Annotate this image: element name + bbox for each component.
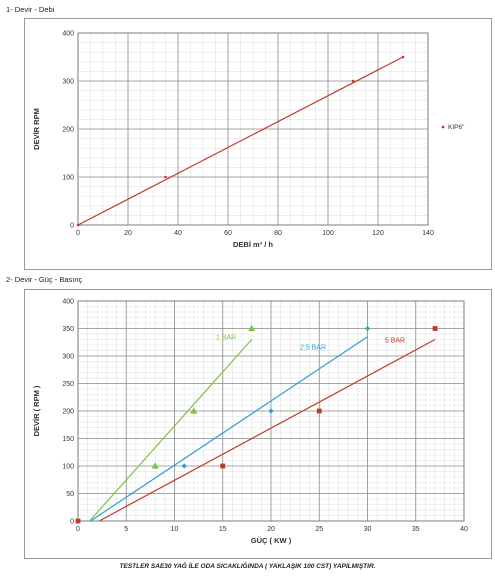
chart1-ytick-label: 0: [70, 223, 74, 230]
chart2-series-0-trendline: [89, 339, 253, 522]
chart2-ytick-label: 100: [62, 464, 74, 471]
chart1-xtick-label: 0: [76, 230, 80, 237]
chart1-x-axis-title: DEBİ m³ / h: [233, 240, 273, 249]
chart2-xtick-label: 10: [171, 526, 179, 533]
chart2-xtick-label: 5: [124, 526, 128, 533]
chart1-series-0-point: [164, 175, 167, 179]
chart1-xtick-label: 120: [372, 230, 384, 237]
chart2-ytick-label: 200: [62, 409, 74, 416]
chart2-series-1-label: 2,5 BAR: [300, 344, 326, 351]
chart2-series-1-trendline: [90, 336, 368, 522]
chart1-xtick-label: 140: [422, 230, 434, 237]
chart2-series-2-point: [316, 408, 322, 414]
chart2-ytick-label: 150: [62, 436, 74, 443]
chart1-legend-label: KIP6": [448, 124, 465, 131]
footer-note: TESTLER SAE30 YAĞ İLE ODA SICAKLIĞINDA (…: [119, 563, 376, 570]
chart2-frame: 0 5 10 15 20 25 30 35 40 0 50 100 150 200 250 300 350 400…: [24, 289, 492, 559]
chart1-series-0-point: [351, 79, 355, 83]
chart1-ytick-label: 200: [62, 127, 74, 134]
chart2-y-axis-title: DEVİR ( RPM ): [32, 385, 41, 436]
chart2-series-2-label: 5 BAR: [385, 337, 405, 344]
chart1-series-0-trendline: [77, 56, 404, 226]
chart2-plot-area: [77, 300, 465, 522]
chart2-ytick-label: 250: [62, 381, 74, 388]
chart1-xtick-label: 80: [274, 230, 282, 237]
chart2-series-1-point: [268, 408, 274, 414]
chart1-ytick-label: 100: [62, 175, 74, 182]
chart2-ytick-label: 300: [62, 354, 74, 361]
chart1-legend-marker: [441, 125, 445, 129]
chart2-xtick-label: 40: [460, 526, 468, 533]
chart1-xtick-label: 20: [124, 230, 132, 237]
chart2-ytick-label: 0: [70, 519, 74, 526]
chart1-plot-area: [77, 32, 429, 226]
chart2-section-title: 2- Devir - Güç - Basınç: [6, 275, 83, 284]
chart1-section-title: 1- Devir - Debi: [6, 5, 55, 14]
chart1-devir-debi: 0 20 40 60 80 100 120 140 0 100 200 300 400 DEBİ m³ /…: [32, 31, 465, 250]
chart2-devir-guc-basinc: 0 5 10 15 20 25 30 35 40050100150200250300350400…: [32, 299, 468, 546]
chart1-xtick-label: 40: [174, 230, 182, 237]
chart2-series-2-point: [75, 518, 81, 524]
chart2-ytick-label: 350: [62, 326, 74, 333]
chart1-ytick-label: 400: [62, 31, 74, 38]
chart2-ytick-label: 50: [66, 491, 74, 498]
chart2-x-axis-title: GÜÇ ( KW ): [251, 536, 292, 545]
chart1-ytick-label: 300: [62, 79, 74, 86]
chart2-xtick-label: 25: [315, 526, 323, 533]
chart2-series-1-point: [181, 463, 187, 469]
chart2-series-0-point: [190, 407, 198, 414]
chart2-series-2-point: [220, 463, 226, 469]
chart1-series-0-point: [76, 223, 80, 227]
chart2-xtick-label: 35: [412, 526, 420, 533]
chart1-y-axis-title: DEVİR RPM: [32, 108, 41, 150]
chart1-xtick-label: 100: [322, 230, 334, 237]
chart2-series-2-trendline: [98, 338, 436, 522]
chart1-frame: 0 20 40 60 80 100 120 140 0 100 200 300 400 DEBİ m³ /…: [24, 18, 492, 270]
chart2-xtick-label: 15: [219, 526, 227, 533]
chart2-series-2-point: [432, 326, 438, 331]
chart2-series-0-label: 1 BAR: [216, 335, 236, 342]
chart2-series-1-point: [364, 325, 371, 332]
chart1-xtick-label: 60: [224, 230, 232, 237]
chart1-series-0-point: [401, 55, 405, 59]
chart2-series-0-point: [151, 462, 159, 469]
chart2-xtick-label: 0: [76, 526, 80, 533]
chart2-ytick-label: 400: [62, 299, 74, 306]
chart2-xtick-label: 20: [267, 526, 275, 533]
chart2-series-0-point: [248, 324, 256, 332]
chart2-xtick-label: 30: [364, 526, 372, 533]
